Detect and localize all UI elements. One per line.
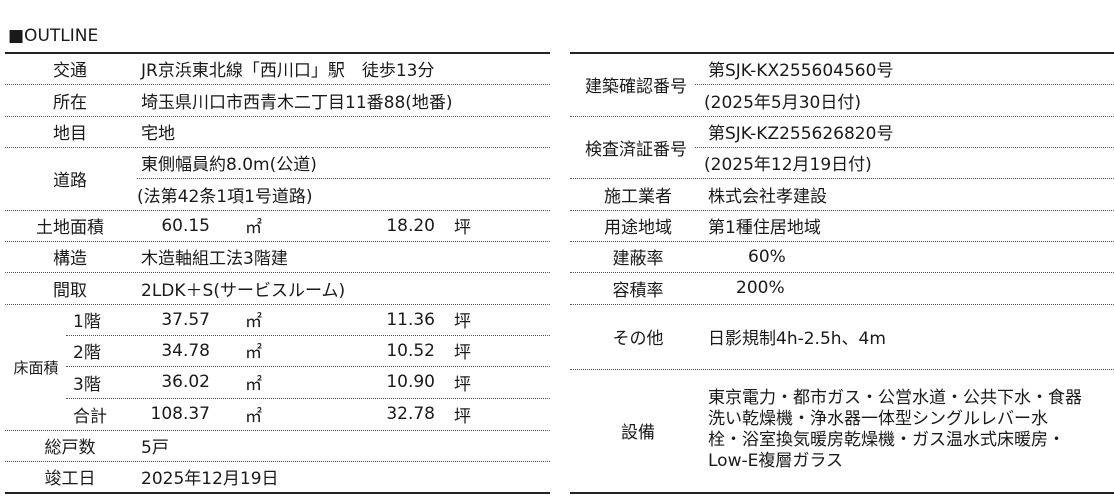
- label-access: 交通: [53, 61, 87, 81]
- value-inspection-number: 第SJK-KZ255626820号: [708, 124, 894, 144]
- label-coverage: 建蔽率: [612, 249, 664, 269]
- floor-tsubo-unit: 坪: [454, 406, 471, 427]
- floor-tsubo: 10.52: [386, 340, 435, 361]
- value-land-category: 宅地: [141, 124, 175, 144]
- floor-name: 2階: [73, 343, 101, 363]
- value-zoning: 第1種住居地域: [708, 218, 821, 238]
- row-divider: [5, 304, 550, 305]
- facilities-line: 洗い乾燥機・浄水器一体型シングルレバー水: [708, 409, 1048, 429]
- label-land-category: 地目: [53, 124, 87, 144]
- row-divider: [5, 461, 550, 462]
- floor-tsubo: 32.78: [386, 404, 435, 424]
- row-divider: [5, 84, 550, 85]
- value-layout: 2LDK＋S(サービスルーム): [141, 280, 346, 301]
- value-completion: 2025年12月19日: [141, 469, 279, 489]
- row-divider: [5, 210, 550, 211]
- label-inspection: 検査済証番号: [585, 139, 687, 160]
- land-area-sqm: 60.15: [161, 215, 210, 236]
- table-bottom-border: [5, 492, 550, 494]
- value-structure: 木造軸組工法3階建: [141, 249, 288, 269]
- row-divider: [570, 241, 1114, 242]
- row-divider: [570, 304, 1114, 305]
- row-divider: [66, 366, 550, 367]
- value-facilities: 東京電力・都市ガス・公営水道・公共下水・食器 洗い乾燥機・浄水器一体型シングルレ…: [708, 388, 1082, 472]
- floor-name: 1階: [73, 312, 101, 332]
- floor-tsubo-unit: 坪: [454, 374, 471, 395]
- table-bottom-border: [570, 492, 1114, 494]
- row-divider: [5, 116, 550, 117]
- label-builder: 施工業者: [604, 186, 672, 207]
- row-divider: [695, 84, 1114, 85]
- value-builder: 株式会社孝建設: [708, 186, 827, 207]
- label-floor-area: 床面積: [13, 358, 59, 377]
- label-structure: 構造: [53, 249, 87, 269]
- value-road-line1: 東側幅員約8.0m(公道): [141, 155, 317, 175]
- floor-sqm: 108.37: [150, 404, 210, 424]
- floor-sqm: 34.78: [161, 340, 210, 361]
- floor-sqm: 37.57: [161, 309, 210, 330]
- land-area-tsubo: 18.20: [386, 215, 435, 236]
- row-divider: [570, 178, 1114, 179]
- row-divider: [695, 147, 1114, 148]
- facilities-line: Low-E複層ガラス: [708, 451, 844, 471]
- row-divider: [570, 369, 1114, 370]
- label-land-area: 土地面積: [36, 218, 104, 238]
- table-top-border: [5, 52, 550, 54]
- label-units: 総戸数: [44, 438, 96, 458]
- floor-tsubo: 10.90: [386, 372, 435, 392]
- value-far: 200%: [736, 278, 785, 298]
- floor-name: 3階: [73, 374, 101, 395]
- section-title: ■OUTLINE: [8, 26, 99, 46]
- value-coverage: 60%: [748, 246, 786, 267]
- label-other: その他: [612, 329, 664, 349]
- floor-name: 合計: [73, 406, 107, 427]
- floor-sqm-unit: ㎡: [245, 343, 262, 363]
- floor-sqm: 36.02: [161, 372, 210, 392]
- floor-sqm-unit: ㎡: [245, 312, 262, 332]
- table-top-border: [570, 52, 1114, 54]
- row-divider: [5, 241, 550, 242]
- row-divider: [5, 272, 550, 273]
- label-far: 容積率: [612, 280, 664, 301]
- facilities-line: 栓・浴室換気暖房乾燥機・ガス温水式床暖房・: [708, 430, 1065, 450]
- label-location: 所在: [53, 92, 87, 113]
- value-units: 5戸: [141, 438, 169, 458]
- row-divider: [66, 335, 550, 336]
- label-facilities: 設備: [621, 423, 655, 443]
- label-road: 道路: [53, 171, 87, 191]
- row-divider: [570, 272, 1114, 273]
- row-divider: [5, 430, 550, 431]
- row-divider: [570, 116, 1114, 117]
- label-completion: 竣工日: [44, 469, 96, 489]
- floor-tsubo: 11.36: [386, 309, 435, 330]
- land-area-tsubo-unit: 坪: [454, 218, 471, 238]
- value-other: 日影規制4h-2.5h、4m: [708, 329, 886, 349]
- facilities-line: 東京電力・都市ガス・公営水道・公共下水・食器: [708, 388, 1082, 408]
- value-inspection-date: (2025年12月19日付): [704, 155, 872, 175]
- value-road-line2: (法第42条1項1号道路): [137, 186, 313, 207]
- land-area-sqm-unit: ㎡: [245, 218, 262, 238]
- row-divider: [5, 147, 550, 148]
- value-location: 埼玉県川口市西青木二丁目11番88(地番): [141, 92, 453, 113]
- floor-tsubo-unit: 坪: [454, 312, 471, 332]
- floor-sqm-unit: ㎡: [245, 406, 262, 427]
- value-building-confirmation-number: 第SJK-KX255604560号: [708, 61, 894, 81]
- floor-sqm-unit: ㎡: [245, 374, 262, 395]
- value-access: JR京浜東北線「西川口」駅 徒歩13分: [141, 61, 435, 81]
- row-divider: [137, 178, 550, 179]
- label-layout: 間取: [53, 280, 87, 301]
- value-building-confirmation-date: (2025年5月30日付): [704, 92, 861, 113]
- label-building-confirmation: 建築確認番号: [585, 77, 687, 97]
- row-divider: [570, 210, 1114, 211]
- floor-tsubo-unit: 坪: [454, 343, 471, 363]
- label-zoning: 用途地域: [604, 218, 672, 238]
- row-divider: [66, 398, 550, 399]
